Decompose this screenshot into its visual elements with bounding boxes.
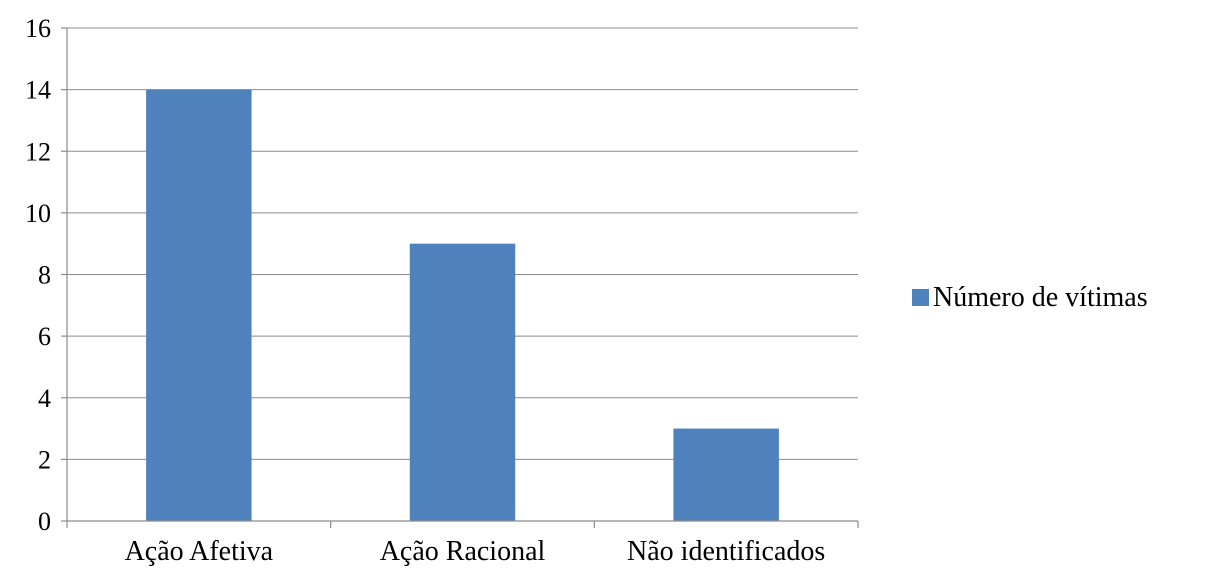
y-tick-label: 4	[38, 384, 51, 413]
x-axis-ticks	[66, 521, 859, 528]
bar	[673, 428, 779, 521]
y-axis-tick-labels: 0 2 4 6 8 10 12 14 16	[25, 14, 67, 536]
x-category-label: Não identificados	[627, 536, 825, 567]
y-tick-label: 16	[25, 14, 51, 43]
y-tick-label: 12	[25, 137, 51, 166]
bar	[146, 89, 252, 521]
axes	[66, 28, 858, 522]
x-category-label: Ação Racional	[380, 536, 546, 567]
legend-swatch	[912, 289, 929, 306]
y-tick-label: 6	[38, 322, 51, 351]
y-tick-label: 14	[25, 76, 51, 105]
y-tick-label: 10	[25, 199, 51, 228]
legend: Número de vítimas	[912, 282, 1148, 313]
bars	[146, 89, 779, 521]
y-tick-label: 0	[38, 507, 51, 536]
x-category-label: Ação Afetiva	[125, 536, 274, 567]
y-tick-label: 8	[38, 261, 51, 290]
x-axis-category-labels: Ação Afetiva Ação Racional Não identificad…	[125, 536, 826, 567]
bar	[409, 243, 516, 521]
y-tick-label: 2	[38, 445, 51, 474]
legend-label: Número de vítimas	[933, 282, 1148, 313]
